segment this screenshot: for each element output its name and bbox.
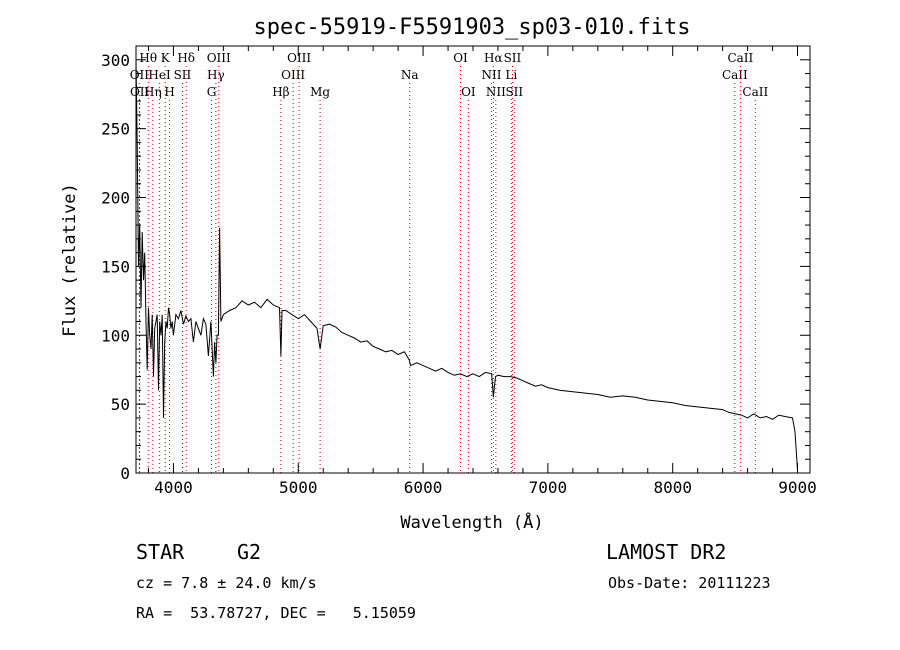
object-subclass: G2: [237, 540, 262, 564]
x-tick-label-5: 9000: [778, 478, 817, 497]
line-label-24: SII: [505, 85, 523, 99]
line-label-1: OII: [130, 85, 150, 99]
line-label-21: NII: [486, 85, 506, 99]
chart-title: spec-55919-F5591903_sp03-010.fits: [253, 15, 690, 40]
line-label-23: SII: [504, 51, 522, 65]
x-tick-label-3: 7000: [529, 478, 568, 497]
y-tick-label-1: 50: [111, 395, 130, 414]
axes: 4000 5000 6000 7000 8000 9000 0 50 100 150 200 250 3…: [101, 45, 817, 497]
ra-dec-coordinates: RA = 53.78727, DEC = 5.15059: [136, 604, 416, 622]
line-label-15: Mg: [310, 85, 330, 99]
line-label-22: Li: [505, 68, 517, 82]
line-label-19: NII: [481, 68, 501, 82]
line-label-16: Na: [401, 68, 419, 82]
line-label-26: CaII: [727, 51, 753, 65]
y-tick-label-3: 150: [101, 257, 130, 276]
line-label-11: OIII: [207, 51, 231, 65]
line-label-25: CaII: [722, 68, 748, 82]
line-label-13: OIII: [281, 68, 305, 82]
line-label-0: OII: [130, 68, 150, 82]
line-label-14: OIII: [287, 51, 311, 65]
x-tick-label-4: 8000: [653, 478, 692, 497]
line-label-9: G: [207, 85, 217, 99]
line-label-18: OI: [461, 85, 476, 99]
line-label-27: CaII: [742, 85, 768, 99]
x-tick-label-2: 6000: [404, 478, 443, 497]
x-tick-label-1: 5000: [279, 478, 318, 497]
observation-date: Obs-Date: 20111223: [608, 574, 771, 592]
spectral-line-markers: OIIOIIHθHηHeIKHSIIHδGHγOIIIHβOIIIOIIIMgN…: [130, 51, 768, 473]
line-label-3: Hη: [144, 85, 162, 99]
line-label-6: H: [164, 85, 174, 99]
y-axis-label: Flux (relative): [60, 183, 80, 337]
y-tick-label-5: 250: [101, 120, 130, 139]
line-label-17: OI: [453, 51, 468, 65]
line-label-7: SII: [174, 68, 192, 82]
line-label-12: Hβ: [272, 85, 289, 99]
x-axis-label: Wavelength (Å): [400, 511, 543, 533]
line-label-10: Hγ: [207, 68, 225, 82]
survey-name: LAMOST DR2: [606, 540, 727, 564]
plot-area: [135, 59, 798, 471]
line-label-2: Hθ: [139, 51, 157, 65]
y-tick-label-2: 100: [101, 326, 130, 345]
line-label-5: K: [161, 51, 171, 65]
y-tick-label-0: 0: [120, 464, 130, 483]
object-class: STAR: [136, 540, 185, 564]
line-label-20: Hα: [484, 51, 503, 65]
spectrum-series-0: [135, 59, 798, 471]
y-tick-label-4: 200: [101, 189, 130, 208]
y-tick-label-6: 300: [101, 51, 130, 70]
line-label-4: HeI: [148, 68, 171, 82]
x-tick-label-0: 4000: [154, 478, 193, 497]
line-label-8: Hδ: [177, 51, 195, 65]
plot-frame: [135, 45, 811, 474]
redshift-velocity: cz = 7.8 ± 24.0 km/s: [136, 574, 317, 592]
